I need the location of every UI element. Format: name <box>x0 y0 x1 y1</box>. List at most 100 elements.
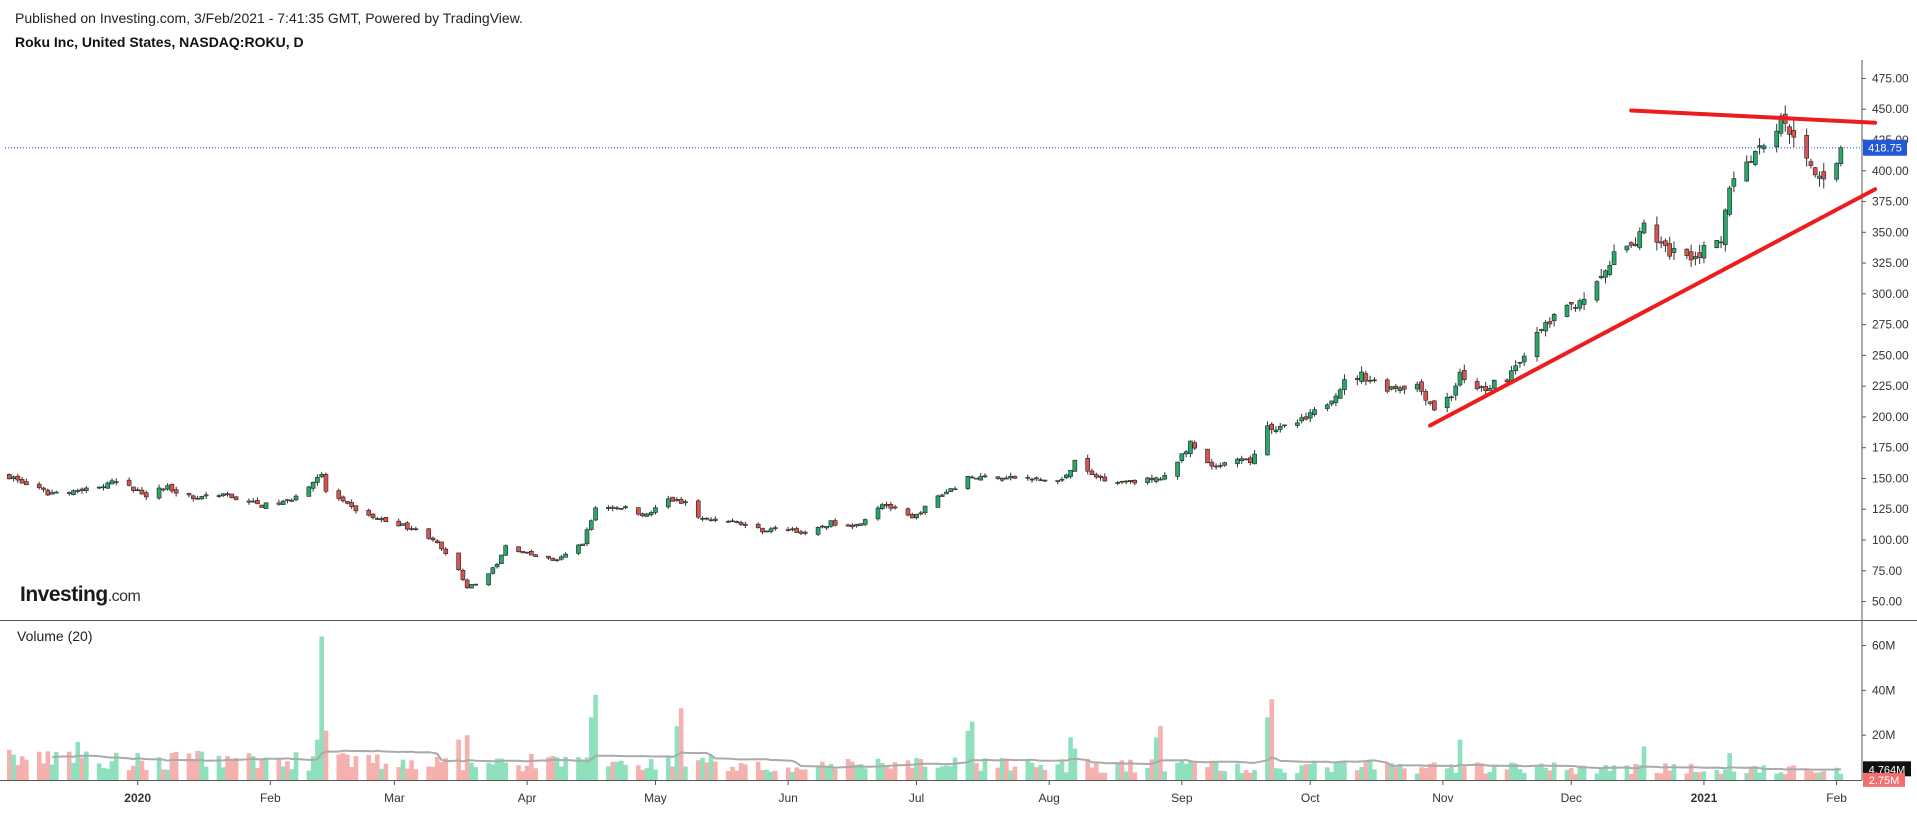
candle-body <box>1337 389 1343 399</box>
volume-bar <box>704 762 710 780</box>
candle-body <box>11 476 16 479</box>
price-tick-label: 275.00 <box>1872 318 1909 332</box>
candle-body <box>1342 379 1347 390</box>
candle-body <box>1183 451 1189 455</box>
volume-bar <box>644 768 650 780</box>
volume-bar <box>276 757 282 780</box>
candle-body <box>1663 240 1668 246</box>
volume-bar <box>1611 765 1617 780</box>
candle-body <box>1714 240 1720 249</box>
volume-bar <box>884 765 889 780</box>
candle-body <box>1821 171 1827 180</box>
volume-bar <box>1509 762 1514 780</box>
price-tick-label: 225.00 <box>1872 379 1909 393</box>
volume-bar <box>845 758 851 780</box>
volume-bar <box>499 758 504 780</box>
volume-bar <box>524 765 530 780</box>
volume-bar <box>1624 765 1630 780</box>
candle-body <box>1414 383 1420 390</box>
candle-body <box>1363 373 1369 382</box>
candle-body <box>623 506 628 509</box>
candle-body <box>524 551 530 554</box>
volume-bar <box>1145 767 1150 780</box>
price-tick-label: 375.00 <box>1872 195 1909 209</box>
candle-body <box>1132 479 1138 484</box>
candle-body <box>349 502 354 507</box>
candle-body <box>935 495 941 508</box>
candle-body <box>443 548 449 555</box>
candle-body <box>1624 245 1630 251</box>
volume-bar <box>1607 771 1613 780</box>
volume-bar <box>1372 769 1377 780</box>
volume-bar <box>139 760 145 780</box>
volume-bar <box>173 751 179 780</box>
volume-bar <box>285 761 290 780</box>
candle-body <box>1483 386 1488 392</box>
volume-bar <box>755 761 761 780</box>
candle-body <box>190 495 196 499</box>
candle-body <box>824 526 829 529</box>
volume-bar <box>1513 763 1518 780</box>
candle-body <box>1252 453 1257 465</box>
volume-bar <box>1158 726 1163 780</box>
candle-body <box>1093 474 1099 478</box>
candle-body <box>1577 300 1583 309</box>
volume-bar <box>1115 763 1120 780</box>
candle-body <box>1402 385 1407 390</box>
candle-body <box>345 501 350 504</box>
candle-body <box>1491 379 1497 389</box>
candle-body <box>1248 457 1253 464</box>
time-tick-label: 2021 <box>1691 791 1718 805</box>
volume-bar <box>430 766 436 780</box>
volume-bar <box>19 756 25 780</box>
volume-bar <box>1123 771 1129 780</box>
candle-body <box>683 501 688 504</box>
volume-bar <box>1637 764 1643 780</box>
volume-bar <box>1423 768 1429 780</box>
investing-logo: Investing.com <box>20 583 141 606</box>
volume-bar <box>1684 773 1690 780</box>
volume-bar <box>546 757 551 780</box>
candle-body <box>255 500 260 505</box>
volume-bar <box>580 761 586 780</box>
volume-bar <box>1128 759 1133 780</box>
candle-body <box>1453 385 1459 396</box>
candles <box>6 105 1844 590</box>
volume-bar <box>768 771 774 780</box>
candle-body <box>1838 147 1844 164</box>
volume-tick-label: 40M <box>1872 683 1895 697</box>
candle-body <box>434 540 440 543</box>
candle-body <box>1325 404 1330 409</box>
candle-body <box>1513 365 1518 372</box>
volume-bar <box>1551 762 1557 780</box>
candle-body <box>220 493 226 496</box>
candle-body <box>1641 222 1647 234</box>
volume-bar <box>516 765 521 780</box>
candle-body <box>131 486 136 491</box>
candle-body <box>1029 478 1035 481</box>
candle-body <box>785 529 791 531</box>
volume-bar <box>1414 773 1420 780</box>
candle-body <box>1064 474 1069 479</box>
volume-bar <box>1568 768 1574 780</box>
volume-bar <box>396 767 402 780</box>
volume-bar <box>1265 717 1270 780</box>
volume-bar <box>670 766 675 780</box>
volume-bar <box>1363 762 1369 780</box>
candle-body <box>704 517 710 520</box>
volume-bar <box>563 756 568 780</box>
volume-bar <box>101 767 106 780</box>
candle-body <box>66 492 72 494</box>
candle-body <box>75 490 81 492</box>
volume-tick-label: 60M <box>1872 638 1895 652</box>
candle-body <box>1688 251 1694 261</box>
candle-body <box>1273 429 1279 432</box>
candle-body <box>310 481 316 489</box>
volume-bar <box>1808 770 1814 780</box>
volume-bar <box>1838 773 1844 780</box>
candle-body <box>1564 305 1570 317</box>
candle-body <box>1479 386 1484 388</box>
volume-bar <box>965 730 971 780</box>
candle-body <box>760 527 765 533</box>
